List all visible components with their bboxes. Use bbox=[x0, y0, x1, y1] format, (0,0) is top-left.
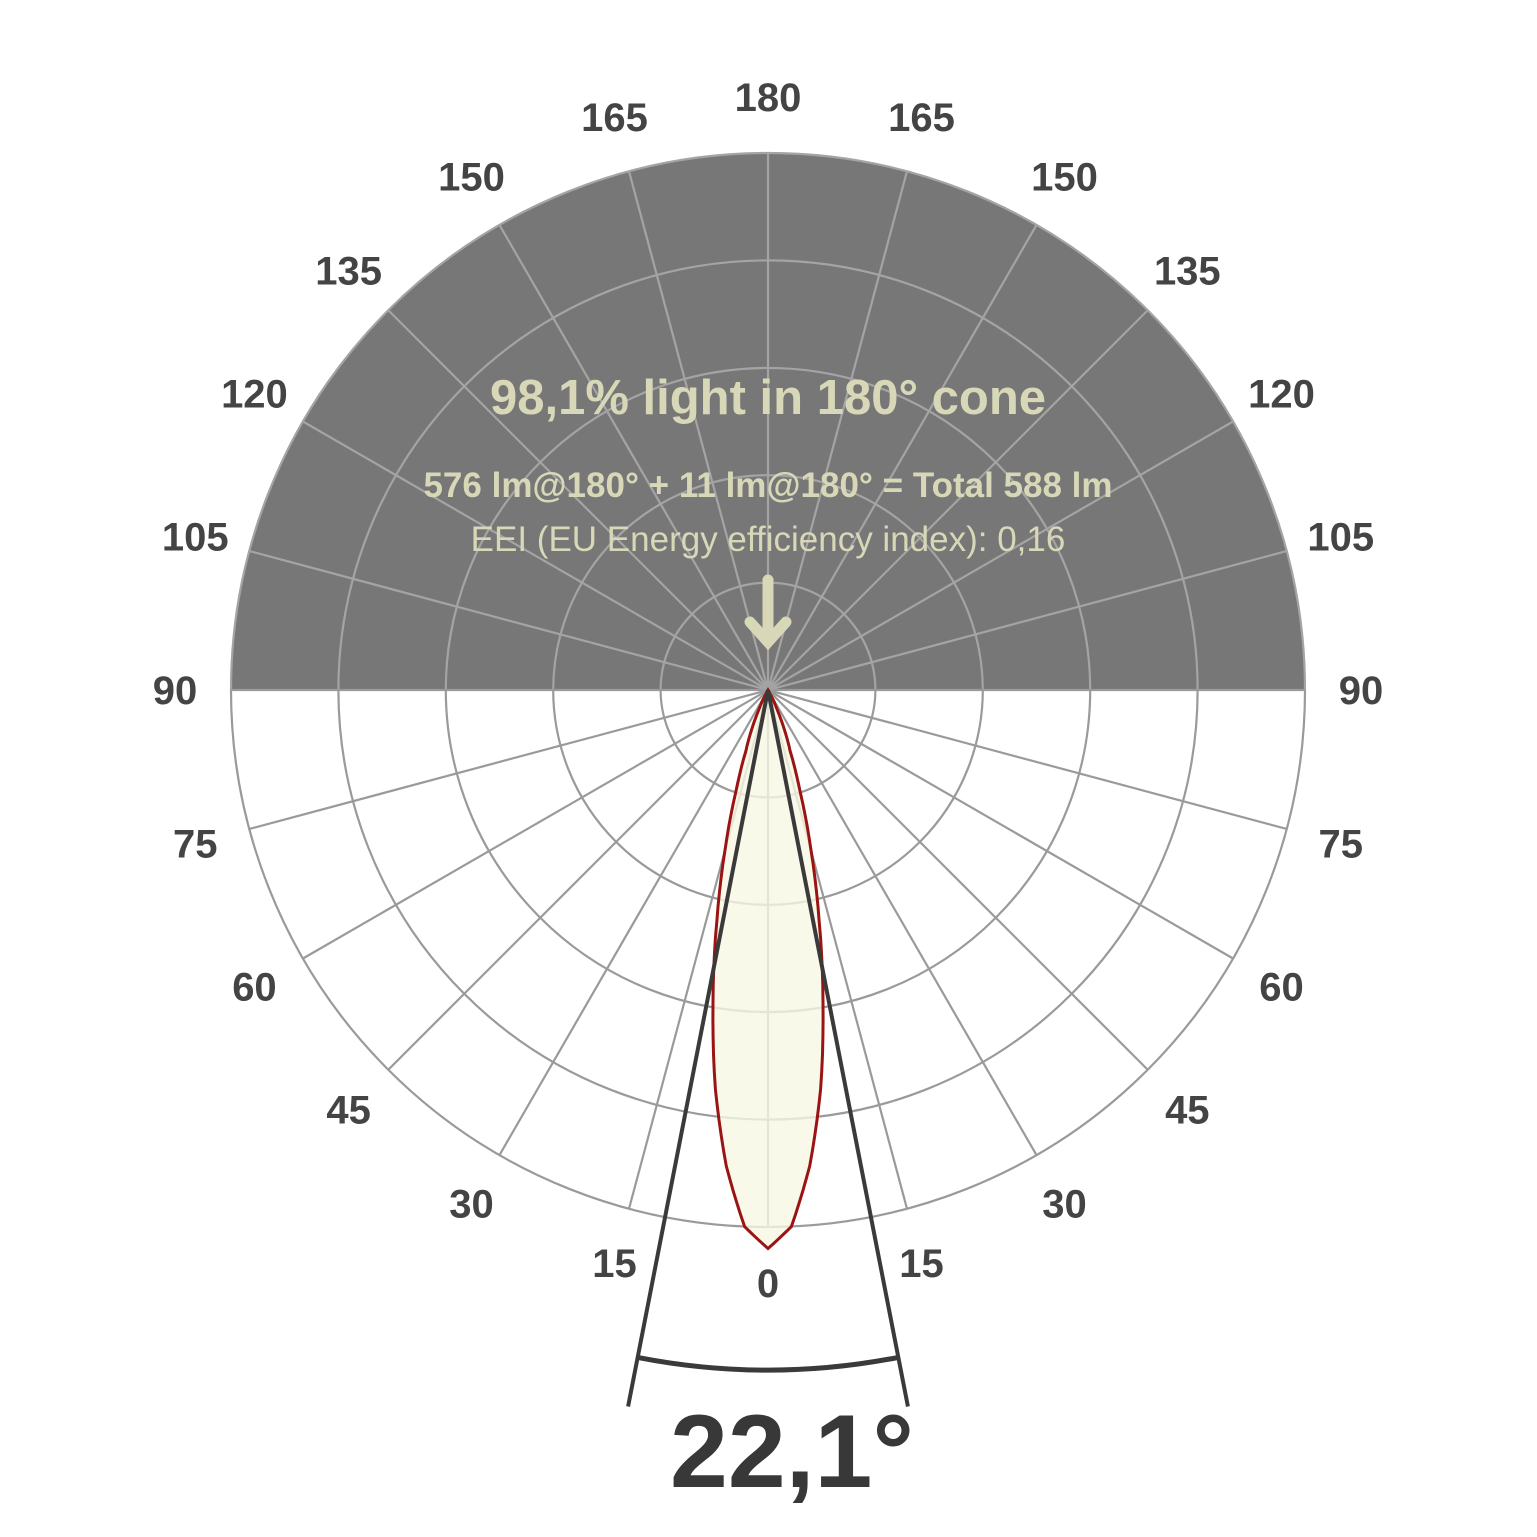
chart-subtitle: 576 lm@180° + 11 lm@180° = Total 588 lm bbox=[423, 466, 1112, 505]
grid-spoke bbox=[498, 689, 769, 1156]
light-distribution-lobe bbox=[711, 687, 825, 1251]
angle-tick-label: 30 bbox=[449, 1183, 494, 1227]
angle-tick-label: 45 bbox=[326, 1088, 371, 1132]
grid-spoke bbox=[767, 224, 1038, 691]
angle-tick-label: 15 bbox=[592, 1242, 637, 1286]
angle-tick-label: 165 bbox=[888, 96, 955, 140]
angle-tick-label: 150 bbox=[438, 155, 505, 199]
angle-tick-label: 135 bbox=[1154, 250, 1221, 294]
grid-spoke bbox=[249, 549, 769, 692]
angle-tick-label: 60 bbox=[232, 966, 277, 1010]
beam-edge-line bbox=[766, 689, 910, 1407]
angle-tick-label: 60 bbox=[1259, 966, 1304, 1010]
angle-labels: 0 15 15 30 30 45 45 60 60 75 75 90 90 105 105 120 120 135… bbox=[153, 76, 1384, 1306]
angle-tick-label: 15 bbox=[899, 1242, 944, 1286]
beam-angle-arc bbox=[637, 1354, 899, 1373]
grid-spoke bbox=[767, 309, 1149, 691]
beam-angle-label: 22,1° bbox=[670, 1394, 914, 1510]
angle-tick-label: 105 bbox=[1307, 516, 1374, 560]
angle-tick-label: 120 bbox=[221, 373, 288, 417]
grid-spoke bbox=[387, 309, 769, 691]
angle-tick-label: 75 bbox=[173, 822, 218, 866]
arrow-down-icon bbox=[744, 574, 792, 651]
grid-spoke bbox=[498, 224, 769, 691]
grid-spoke bbox=[767, 689, 1234, 960]
grid-spoke bbox=[767, 420, 1234, 691]
angle-tick-label: 90 bbox=[153, 669, 198, 713]
angle-tick-label: 180 bbox=[735, 76, 802, 120]
grid-spoke bbox=[249, 688, 769, 831]
grid-spoke bbox=[767, 688, 1287, 831]
grid-spoke bbox=[627, 171, 770, 691]
grid-spoke bbox=[767, 549, 1287, 692]
angle-tick-label: 135 bbox=[315, 250, 382, 294]
beam-edge-line bbox=[626, 689, 770, 1407]
grid-spoke bbox=[302, 689, 769, 960]
angle-tick-label: 30 bbox=[1042, 1183, 1087, 1227]
angle-tick-label: 165 bbox=[581, 96, 648, 140]
grid-spoke bbox=[302, 420, 769, 691]
grid-spoke bbox=[766, 171, 909, 691]
chart-title: 98,1% light in 180° cone bbox=[490, 371, 1046, 425]
angle-tick-label: 75 bbox=[1319, 822, 1364, 866]
grid-spoke bbox=[767, 689, 1038, 1156]
angle-tick-label: 90 bbox=[1339, 669, 1384, 713]
eei-note: EEI (EU Energy efficiency index): 0,16 bbox=[471, 520, 1066, 559]
grid-spoke bbox=[767, 689, 1149, 1071]
angle-tick-label: 45 bbox=[1165, 1088, 1210, 1132]
angle-tick-label: 105 bbox=[162, 516, 229, 560]
grid-spoke bbox=[387, 689, 769, 1071]
angle-tick-label: 150 bbox=[1031, 155, 1098, 199]
angle-tick-label: 0 bbox=[757, 1262, 779, 1306]
beam-angle-marker bbox=[626, 689, 910, 1407]
angle-tick-label: 120 bbox=[1248, 373, 1315, 417]
